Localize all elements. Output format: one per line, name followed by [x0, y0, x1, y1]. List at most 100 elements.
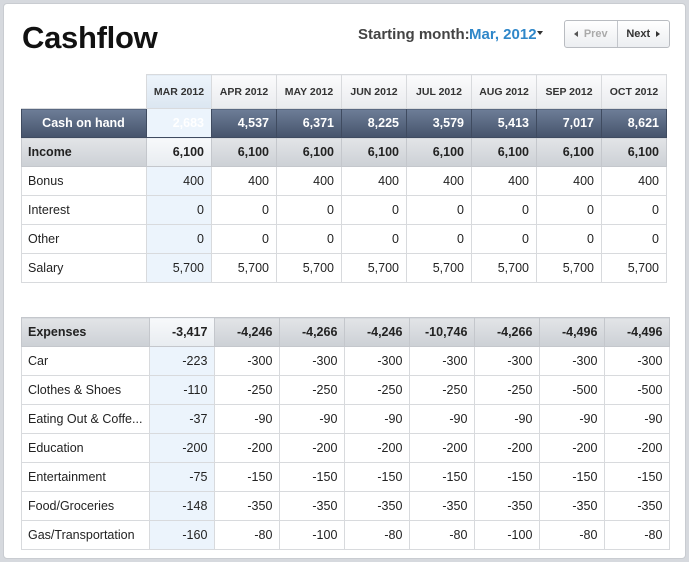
amount-cell[interactable]: 0 [276, 224, 342, 254]
amount-cell[interactable]: -200 [474, 433, 541, 463]
amount-cell[interactable]: -80 [344, 520, 411, 550]
amount-cell[interactable]: -200 [279, 433, 346, 463]
chevron-down-icon[interactable] [537, 31, 543, 35]
amount-cell[interactable]: 0 [211, 224, 277, 254]
amount-cell[interactable]: -75 [149, 462, 216, 492]
amount-cell[interactable]: 400 [601, 166, 667, 196]
amount-cell[interactable]: 5,700 [536, 253, 602, 283]
amount-cell[interactable]: -500 [604, 375, 671, 405]
amount-cell[interactable]: -80 [214, 520, 281, 550]
amount-cell[interactable]: 0 [406, 195, 472, 225]
amount-cell[interactable]: -300 [279, 346, 346, 376]
amount-cell[interactable]: -350 [409, 491, 476, 521]
amount-cell[interactable]: -90 [539, 404, 606, 434]
starting-month-dropdown[interactable]: Mar, 2012 [469, 26, 537, 43]
amount-cell[interactable]: 400 [341, 166, 407, 196]
amount-cell[interactable]: -80 [604, 520, 671, 550]
amount-cell: 3,579 [406, 108, 472, 138]
amount-cell[interactable]: -500 [539, 375, 606, 405]
amount-cell[interactable]: -150 [344, 462, 411, 492]
amount-cell[interactable]: -350 [344, 491, 411, 521]
amount-cell[interactable]: -90 [344, 404, 411, 434]
amount-cell[interactable]: 0 [601, 224, 667, 254]
amount-cell[interactable]: 5,700 [601, 253, 667, 283]
amount-cell[interactable]: 400 [211, 166, 277, 196]
amount-cell[interactable]: -300 [604, 346, 671, 376]
amount-cell[interactable]: 5,700 [471, 253, 537, 283]
amount-cell[interactable]: -250 [214, 375, 281, 405]
amount-cell[interactable]: -200 [344, 433, 411, 463]
amount-cell[interactable]: -150 [539, 462, 606, 492]
amount-cell[interactable]: 0 [211, 195, 277, 225]
amount-cell[interactable]: 0 [601, 195, 667, 225]
amount-cell[interactable]: -350 [214, 491, 281, 521]
row-label: Food/Groceries [20, 491, 151, 521]
amount-cell: 6,100 [146, 137, 212, 167]
amount-cell[interactable]: -80 [409, 520, 476, 550]
amount-cell[interactable]: 400 [471, 166, 537, 196]
amount-cell[interactable]: 0 [341, 224, 407, 254]
amount-cell[interactable]: -300 [539, 346, 606, 376]
income-row: Salary 5,700 5,700 5,700 5,700 5,700 5,700 5,70… [21, 253, 667, 283]
amount-cell[interactable]: -150 [604, 462, 671, 492]
amount-cell[interactable]: -90 [474, 404, 541, 434]
amount-cell[interactable]: -350 [604, 491, 671, 521]
amount-cell[interactable]: -350 [474, 491, 541, 521]
amount-cell[interactable]: -250 [279, 375, 346, 405]
amount-cell[interactable]: 400 [276, 166, 342, 196]
amount-cell[interactable]: 0 [276, 195, 342, 225]
amount-cell[interactable]: 0 [146, 195, 212, 225]
income-row: Interest 0 0 0 0 0 0 0 0 [21, 195, 667, 225]
amount-cell[interactable]: 400 [146, 166, 212, 196]
amount-cell[interactable]: 0 [341, 195, 407, 225]
amount-cell[interactable]: 0 [471, 224, 537, 254]
amount-cell[interactable]: -150 [474, 462, 541, 492]
amount-cell: 8,621 [601, 108, 667, 138]
amount-cell[interactable]: 0 [146, 224, 212, 254]
amount-cell[interactable]: -90 [214, 404, 281, 434]
amount-cell[interactable]: 400 [536, 166, 602, 196]
amount-cell[interactable]: 400 [406, 166, 472, 196]
amount-cell[interactable]: -37 [149, 404, 216, 434]
amount-cell[interactable]: -90 [279, 404, 346, 434]
amount-cell[interactable]: 5,700 [211, 253, 277, 283]
amount-cell[interactable]: -150 [409, 462, 476, 492]
amount-cell[interactable]: -200 [149, 433, 216, 463]
amount-cell[interactable]: -100 [474, 520, 541, 550]
amount-cell[interactable]: -250 [344, 375, 411, 405]
amount-cell[interactable]: -300 [344, 346, 411, 376]
amount-cell[interactable]: 0 [406, 224, 472, 254]
amount-cell[interactable]: -200 [604, 433, 671, 463]
amount-cell[interactable]: 0 [536, 195, 602, 225]
amount-cell[interactable]: -350 [539, 491, 606, 521]
next-label: Next [626, 28, 651, 40]
amount-cell[interactable]: -350 [279, 491, 346, 521]
amount-cell[interactable]: -90 [604, 404, 671, 434]
amount-cell[interactable]: -250 [474, 375, 541, 405]
amount-cell[interactable]: -150 [279, 462, 346, 492]
amount-cell[interactable]: 5,700 [146, 253, 212, 283]
amount-cell[interactable]: -90 [409, 404, 476, 434]
amount-cell[interactable]: 5,700 [341, 253, 407, 283]
cashflow-panel: Cashflow Starting month: Mar, 2012 Prev … [3, 3, 686, 559]
amount-cell[interactable]: -223 [149, 346, 216, 376]
amount-cell[interactable]: 5,700 [406, 253, 472, 283]
amount-cell[interactable]: -148 [149, 491, 216, 521]
prev-button[interactable]: Prev [565, 21, 618, 47]
amount-cell[interactable]: 0 [536, 224, 602, 254]
amount-cell[interactable]: -150 [214, 462, 281, 492]
amount-cell[interactable]: -200 [214, 433, 281, 463]
amount-cell[interactable]: -160 [149, 520, 216, 550]
amount-cell[interactable]: -110 [149, 375, 216, 405]
amount-cell[interactable]: -200 [539, 433, 606, 463]
next-button[interactable]: Next [618, 21, 670, 47]
amount-cell[interactable]: 5,700 [276, 253, 342, 283]
amount-cell[interactable]: -300 [214, 346, 281, 376]
amount-cell[interactable]: -100 [279, 520, 346, 550]
amount-cell[interactable]: 0 [471, 195, 537, 225]
amount-cell[interactable]: -250 [409, 375, 476, 405]
amount-cell[interactable]: -300 [474, 346, 541, 376]
amount-cell[interactable]: -80 [539, 520, 606, 550]
amount-cell[interactable]: -300 [409, 346, 476, 376]
amount-cell[interactable]: -200 [409, 433, 476, 463]
